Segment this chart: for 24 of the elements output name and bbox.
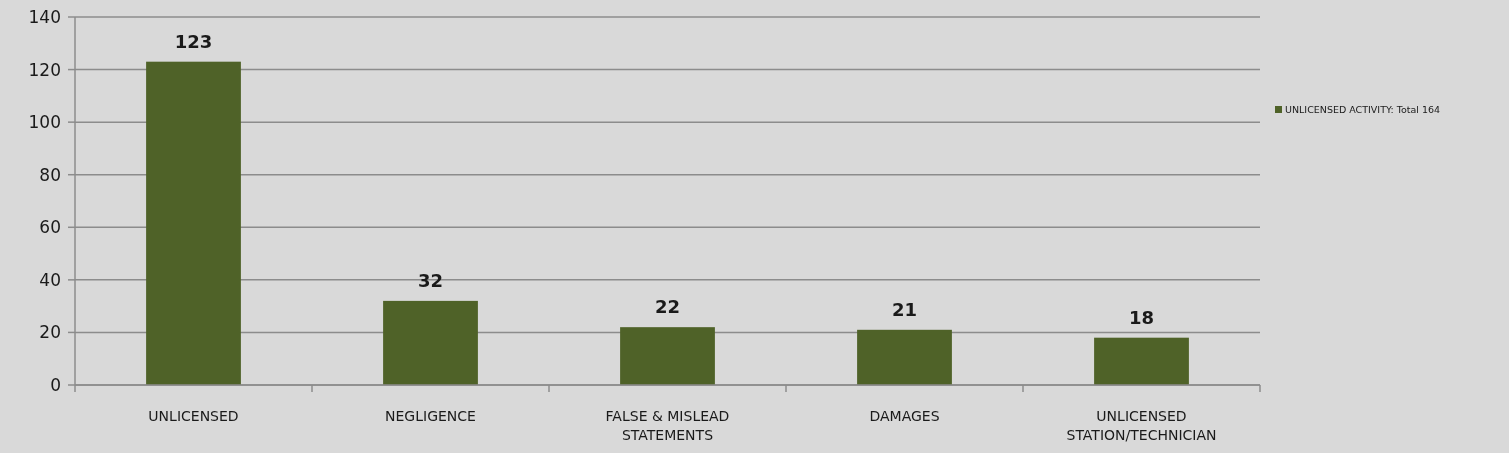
x-tick-label: UNLICENSED — [148, 408, 239, 424]
data-label: 123 — [174, 30, 213, 52]
data-label: 22 — [654, 296, 681, 318]
y-tick-label: 100 — [28, 112, 61, 133]
bar — [383, 300, 478, 385]
y-tick-label: 40 — [39, 269, 61, 290]
y-tick-label: 60 — [39, 217, 61, 238]
x-tick-label: FALSE & MISLEAD STATEMENTS — [605, 408, 730, 443]
y-tick-label: 80 — [39, 164, 61, 185]
y-tick-label: 20 — [39, 322, 61, 343]
legend-label: UNLICENSED ACTIVITY: Total 164 — [1285, 104, 1441, 116]
y-tick-label: 0 — [50, 374, 61, 395]
data-label: 32 — [417, 269, 444, 291]
bar — [146, 61, 241, 385]
y-tick-label: 120 — [28, 59, 61, 80]
data-label: 18 — [1128, 306, 1155, 328]
data-label: 21 — [891, 298, 918, 320]
bar — [1094, 337, 1189, 385]
x-tick-label: NEGLIGENCE — [385, 408, 476, 424]
x-tick-label: DAMAGES — [869, 408, 940, 424]
bar — [620, 327, 715, 385]
y-tick-label: 140 — [28, 6, 61, 27]
x-tick-label: UNLICENSED STATION/TECHNICIAN — [1066, 408, 1217, 443]
bar — [857, 329, 952, 385]
